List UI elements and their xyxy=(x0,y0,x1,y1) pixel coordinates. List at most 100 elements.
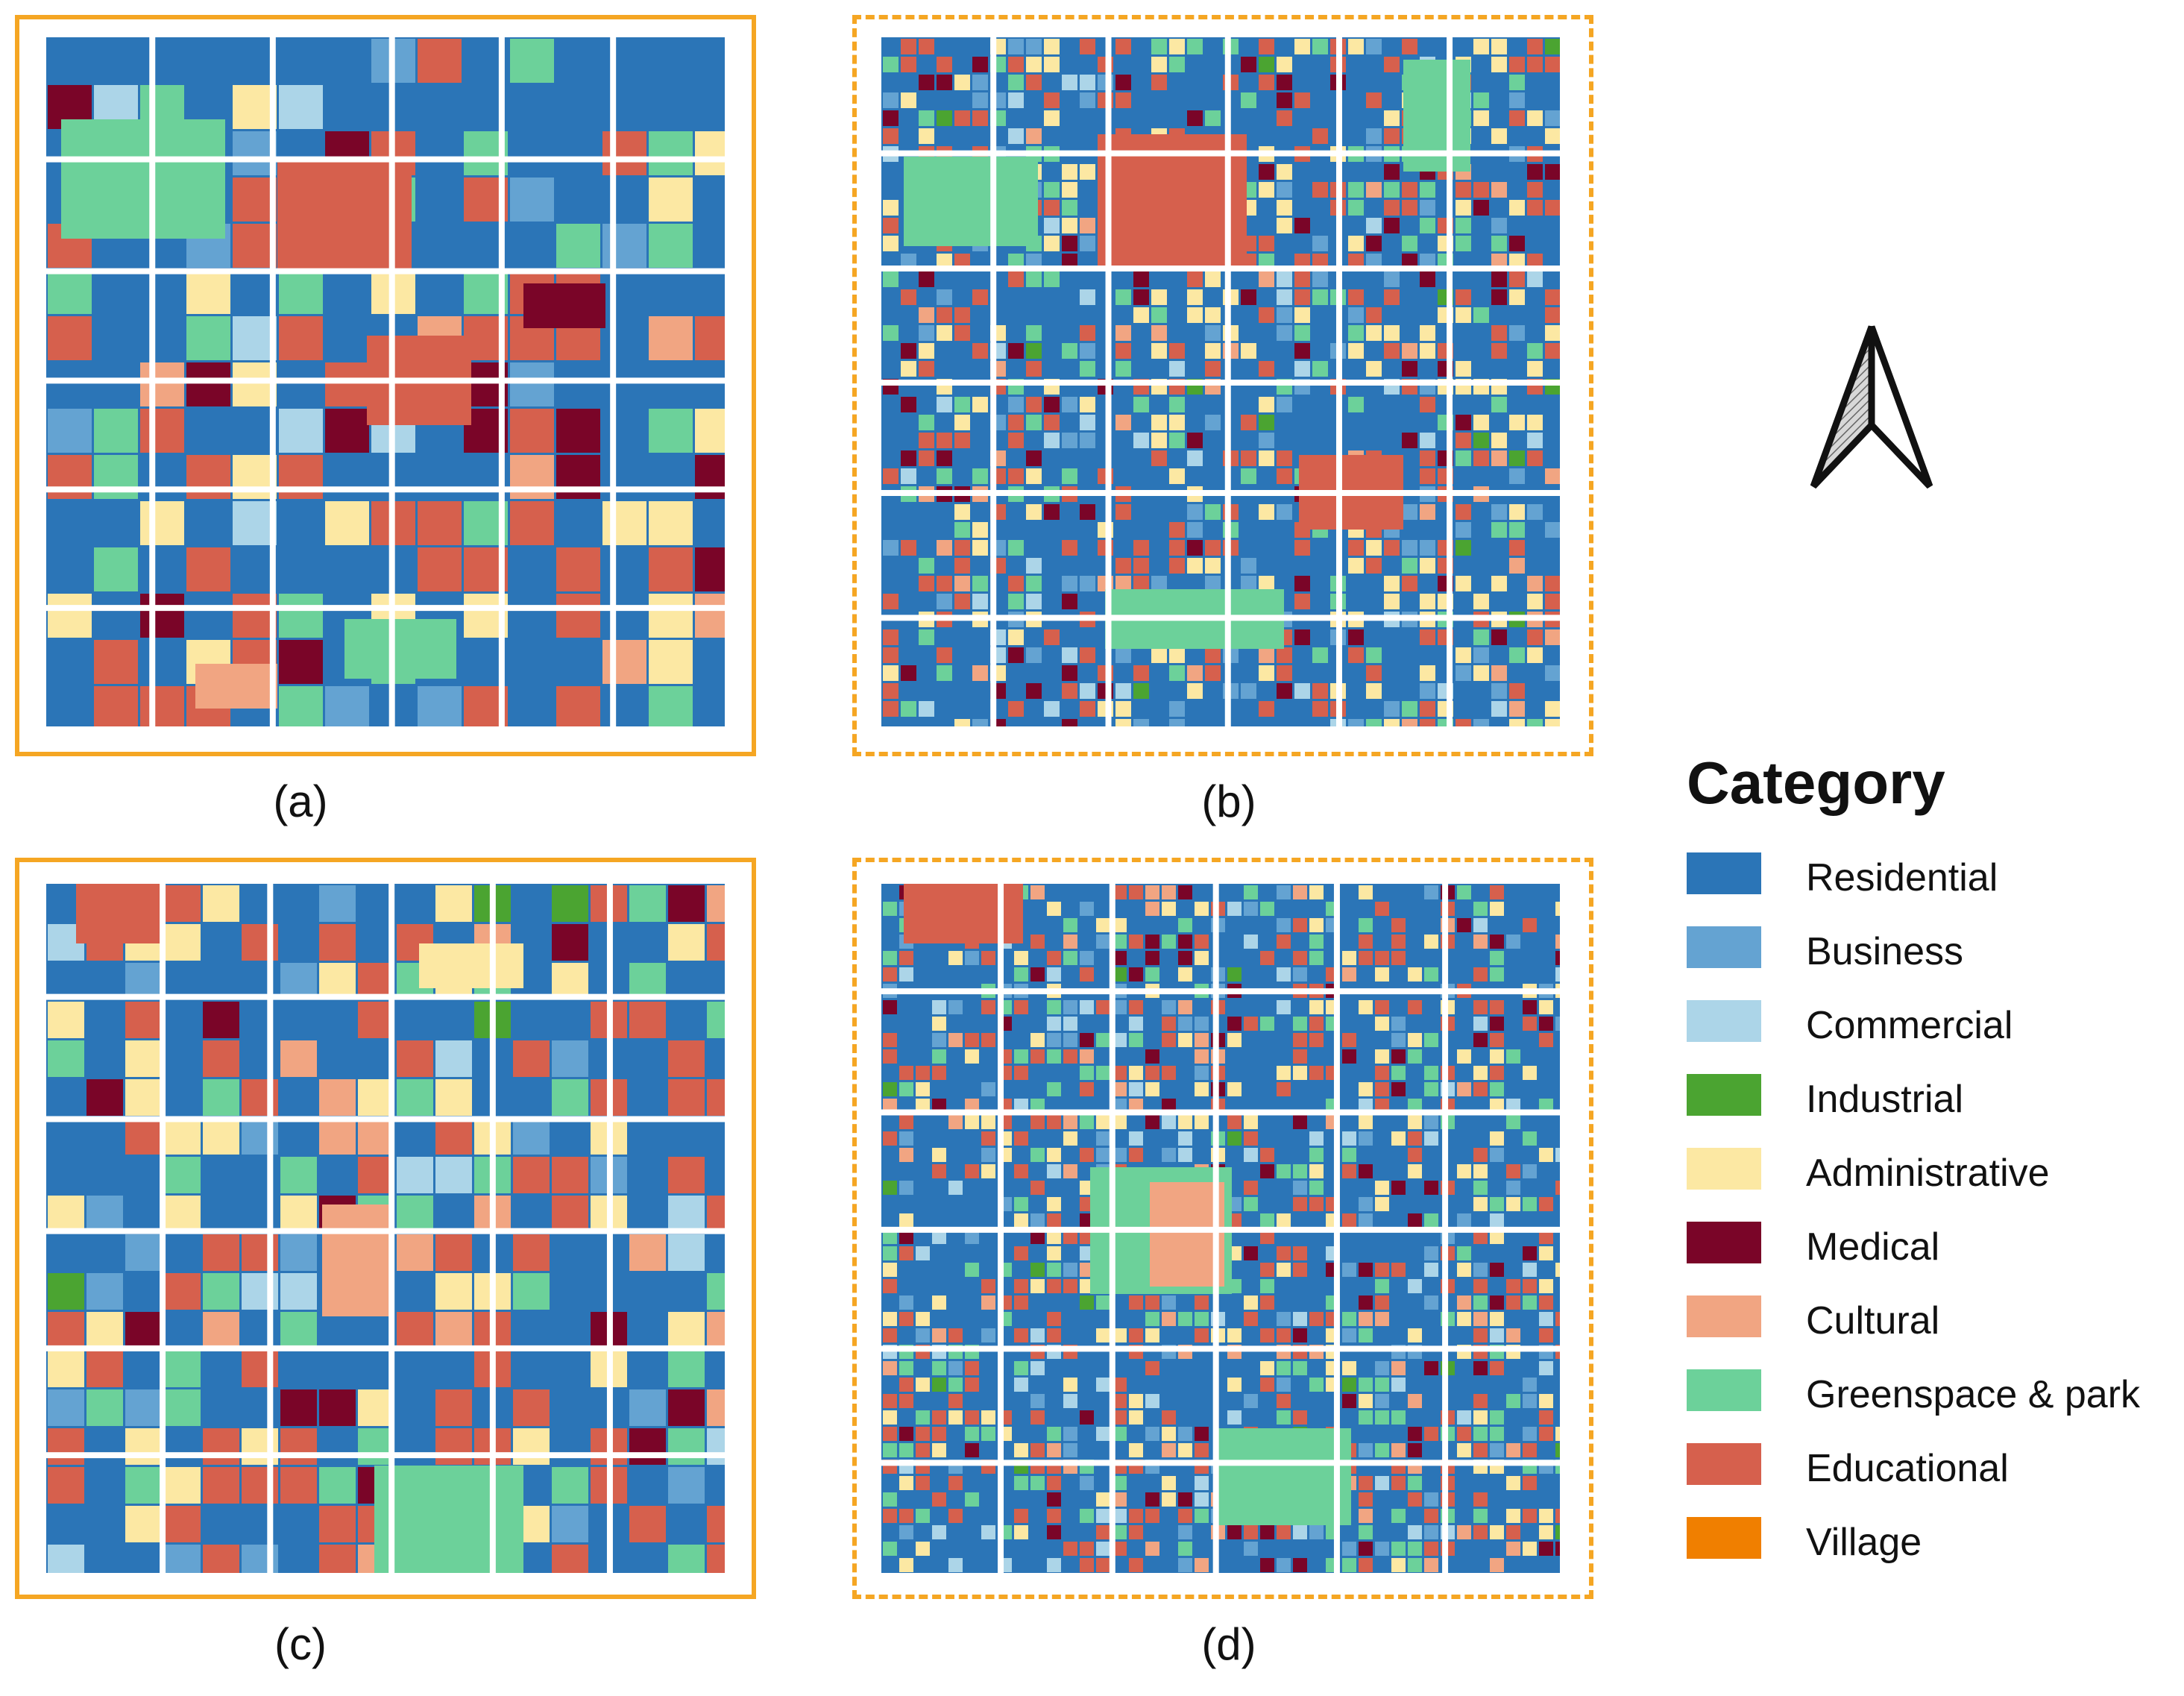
land-parcel xyxy=(1402,540,1417,556)
land-parcel xyxy=(883,164,899,180)
land-parcel xyxy=(1145,1131,1159,1146)
land-parcel xyxy=(1391,1525,1406,1539)
land-parcel xyxy=(883,1492,897,1507)
land-parcel xyxy=(1384,647,1400,663)
land-parcel xyxy=(649,501,693,545)
land-parcel xyxy=(1342,1082,1356,1096)
land-parcel xyxy=(1205,522,1221,538)
land-parcel xyxy=(319,1312,356,1348)
land-parcel xyxy=(418,85,462,129)
land-parcel xyxy=(1151,271,1167,287)
land-parcel xyxy=(164,1079,201,1116)
land-parcel xyxy=(916,1509,930,1523)
land-parcel xyxy=(1456,468,1471,484)
land-parcel xyxy=(1402,271,1417,287)
land-parcel xyxy=(1456,289,1471,305)
land-parcel xyxy=(1509,701,1525,717)
land-parcel xyxy=(1014,1295,1028,1310)
land-parcel xyxy=(899,1181,913,1195)
land-parcel xyxy=(1062,594,1077,609)
legend-label: Residential xyxy=(1806,856,1998,899)
land-parcel xyxy=(1129,1131,1143,1146)
land-parcel xyxy=(1366,39,1382,54)
land-parcel xyxy=(1527,433,1543,448)
land-parcel xyxy=(1044,92,1060,108)
land-parcel xyxy=(1366,415,1382,430)
land-parcel xyxy=(1366,289,1382,305)
land-parcel xyxy=(1375,1263,1389,1277)
land-parcel xyxy=(1506,1525,1520,1539)
land-parcel xyxy=(1096,1427,1110,1441)
land-parcel xyxy=(1260,1378,1274,1392)
land-parcel xyxy=(1391,1181,1406,1195)
land-parcel xyxy=(1096,1033,1110,1047)
land-parcel xyxy=(1260,1181,1274,1195)
land-parcel xyxy=(86,1506,123,1542)
panel-c-caption: (c) xyxy=(274,1619,327,1669)
land-parcel xyxy=(1359,1509,1373,1523)
land-parcel xyxy=(1408,1066,1422,1080)
land-parcel xyxy=(1014,1279,1028,1293)
land-parcel xyxy=(1342,1394,1356,1408)
land-parcel xyxy=(1527,522,1543,538)
land-parcel xyxy=(1187,504,1203,520)
land-parcel xyxy=(1063,1328,1077,1342)
land-parcel xyxy=(1195,1115,1209,1129)
land-parcel xyxy=(1080,504,1095,520)
land-parcel xyxy=(919,701,934,717)
legend-title: Category xyxy=(1687,750,1945,816)
land-parcel xyxy=(1555,1394,1560,1408)
land-parcel xyxy=(937,57,952,72)
land-parcel xyxy=(1555,1328,1560,1342)
land-parcel xyxy=(1227,1131,1242,1146)
land-parcel xyxy=(899,1542,913,1556)
land-parcel xyxy=(1342,1181,1356,1195)
land-parcel xyxy=(1539,1033,1553,1047)
land-parcel xyxy=(629,1002,666,1038)
land-parcel xyxy=(901,361,916,377)
land-parcel xyxy=(1294,433,1310,448)
land-parcel xyxy=(1366,200,1382,216)
land-parcel xyxy=(1420,450,1435,466)
land-parcel xyxy=(901,701,916,717)
land-parcel xyxy=(1195,1443,1209,1457)
land-parcel xyxy=(1359,951,1373,965)
land-parcel xyxy=(1241,39,1256,54)
land-parcel xyxy=(556,686,600,726)
land-parcel xyxy=(1402,343,1417,359)
land-parcel xyxy=(883,200,899,216)
land-parcel xyxy=(164,1545,201,1573)
land-parcel xyxy=(883,1279,897,1293)
land-parcel xyxy=(901,397,916,412)
land-parcel xyxy=(279,594,323,638)
land-parcel xyxy=(279,39,323,83)
land-parcel xyxy=(1375,1394,1389,1408)
land-parcel xyxy=(602,362,646,406)
land-parcel xyxy=(1348,343,1364,359)
land-parcel xyxy=(233,85,277,129)
land-parcel xyxy=(1044,182,1060,198)
land-parcel xyxy=(140,316,184,360)
land-parcel xyxy=(1294,629,1310,645)
land-parcel xyxy=(1456,200,1471,216)
land-parcel xyxy=(1062,39,1077,54)
land-parcel xyxy=(948,1394,963,1408)
land-parcel xyxy=(1293,1328,1307,1342)
land-parcel xyxy=(86,1040,123,1077)
land-parcel xyxy=(1539,967,1553,982)
land-parcel xyxy=(1473,951,1488,965)
land-parcel xyxy=(954,433,970,448)
land-parcel xyxy=(1244,1099,1258,1113)
land-parcel xyxy=(1008,307,1024,323)
land-parcel xyxy=(1178,1509,1192,1523)
land-parcel xyxy=(1457,1476,1471,1490)
land-parcel xyxy=(1366,254,1382,269)
land-parcel xyxy=(883,504,899,520)
land-parcel xyxy=(1545,164,1560,180)
land-parcel xyxy=(972,647,988,663)
land-parcel xyxy=(1491,361,1507,377)
land-parcel xyxy=(1424,1213,1438,1228)
land-parcel xyxy=(1277,307,1292,323)
land-parcel xyxy=(1244,1542,1258,1556)
land-parcel xyxy=(86,1079,123,1116)
